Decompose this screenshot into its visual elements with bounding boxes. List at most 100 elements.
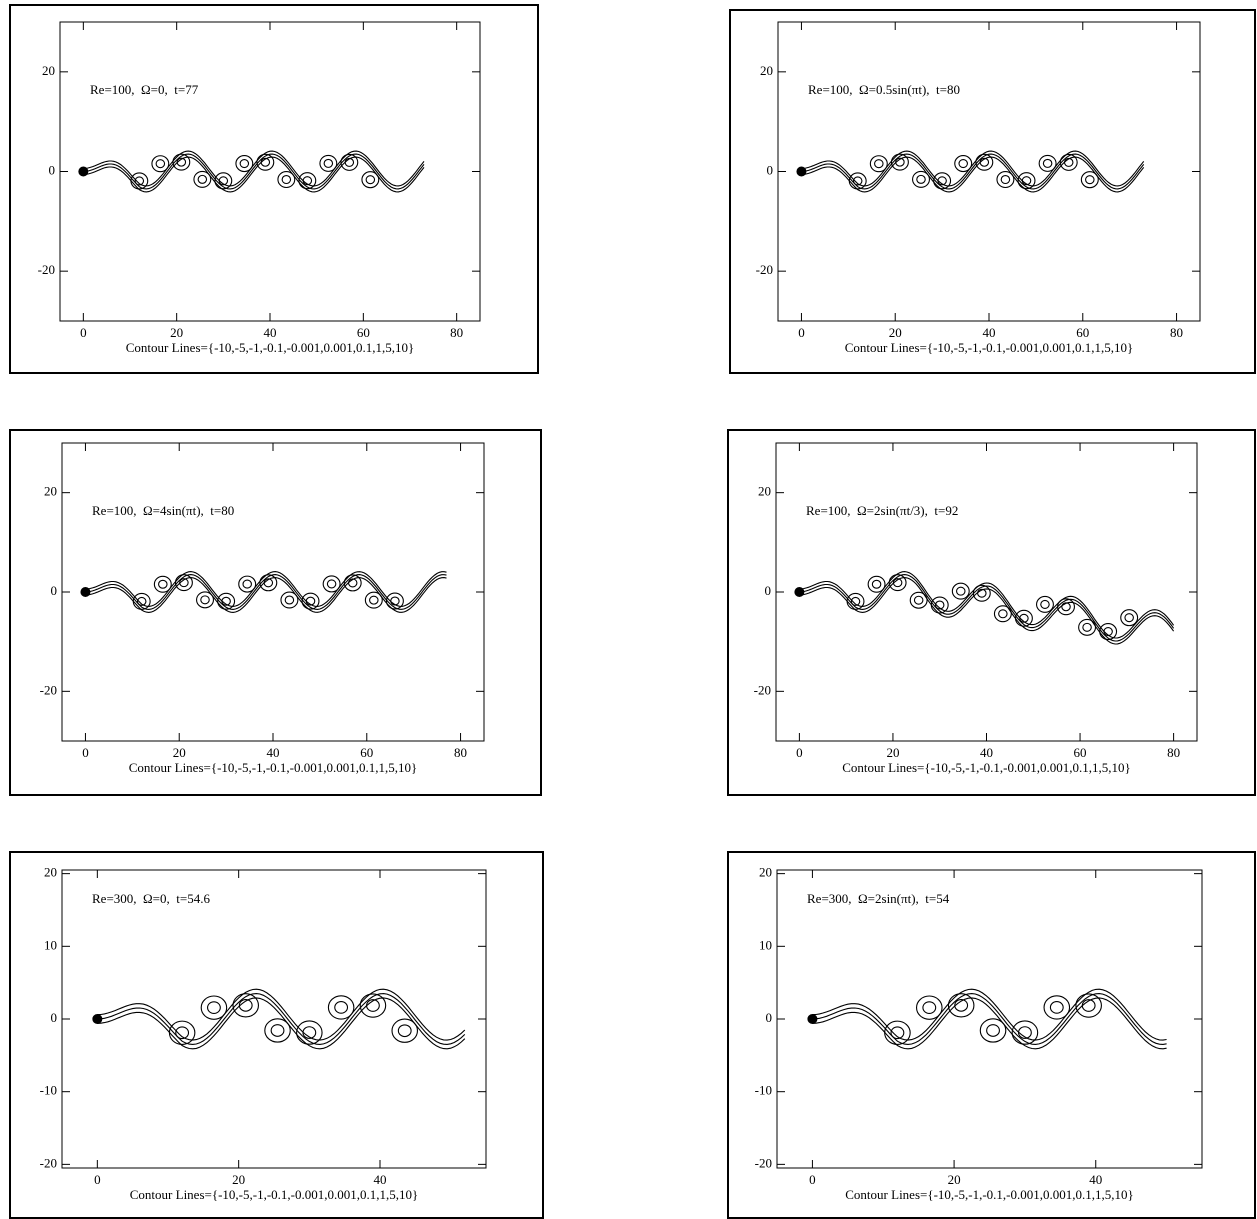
vortex xyxy=(1040,599,1050,609)
vortex xyxy=(846,592,865,610)
wake-line xyxy=(799,577,1175,645)
vortex xyxy=(913,595,924,605)
vortex xyxy=(874,159,884,169)
vortex xyxy=(221,596,231,606)
vortex xyxy=(1103,627,1113,637)
vortex xyxy=(1061,602,1071,612)
panel-frame xyxy=(9,429,542,796)
vortex xyxy=(947,993,975,1018)
annotation: Re=100, Ω=0.5sin(πt), t=80 xyxy=(808,82,960,97)
y-tick-label: -20 xyxy=(756,262,773,277)
vortex xyxy=(340,153,359,171)
vortex xyxy=(369,595,379,605)
y-tick-label: -10 xyxy=(755,1083,772,1098)
vortex xyxy=(390,596,400,606)
vortex xyxy=(850,596,861,606)
vortex xyxy=(239,159,250,169)
vortex xyxy=(996,170,1015,189)
vortex xyxy=(366,999,380,1012)
vortex xyxy=(301,592,320,610)
vortex xyxy=(993,605,1012,623)
panel: 0 20 40 -20 -10 0 10 20 Re=300, Ω=0, t=54.6 Conto… xyxy=(9,851,544,1219)
y-tick-label: 20 xyxy=(42,63,55,78)
vortex xyxy=(263,578,274,588)
plot-area xyxy=(59,21,481,322)
vortex xyxy=(1085,175,1095,185)
vortex xyxy=(933,172,952,190)
x-tick-label: 20 xyxy=(948,1172,961,1187)
vortex xyxy=(179,578,189,588)
vortex xyxy=(1017,1026,1032,1039)
vortex xyxy=(930,596,949,614)
y-tick-label: 20 xyxy=(760,63,773,78)
x-axis-label: Contour Lines={-10,-5,-1,-0.1,-0.001,0.0… xyxy=(130,1187,418,1202)
vortex xyxy=(264,1018,291,1043)
panel-frame xyxy=(9,4,539,374)
x-tick-label: 60 xyxy=(357,325,370,340)
vortex xyxy=(892,578,903,588)
vortex xyxy=(977,588,987,598)
vortex xyxy=(922,1001,937,1015)
vortex xyxy=(132,592,151,610)
x-tick-label: 20 xyxy=(170,325,183,340)
vortex xyxy=(168,1020,196,1045)
x-axis-label: Contour Lines={-10,-5,-1,-0.1,-0.001,0.0… xyxy=(845,1187,1133,1202)
vortex xyxy=(1124,613,1134,623)
y-tick-label: -10 xyxy=(40,1083,57,1098)
vortex xyxy=(1000,174,1011,185)
vortex xyxy=(979,1018,1007,1043)
vortex xyxy=(391,1018,419,1043)
vortex xyxy=(956,586,966,596)
y-tick-label: -20 xyxy=(38,262,55,277)
vortex xyxy=(296,1020,323,1045)
annotation: Re=100, Ω=0, t=77 xyxy=(90,82,199,97)
vortex xyxy=(200,595,210,605)
annotation: Re=300, Ω=2sin(πt), t=54 xyxy=(807,891,950,906)
vortex xyxy=(334,1001,349,1014)
vortex xyxy=(217,592,236,610)
wake-line xyxy=(83,150,425,187)
vortex xyxy=(200,995,228,1020)
vortex xyxy=(235,155,254,173)
x-axis-label: Contour Lines={-10,-5,-1,-0.1,-0.001,0.0… xyxy=(129,760,417,775)
x-tick-label: 0 xyxy=(796,745,803,760)
y-tick-label: 20 xyxy=(44,484,57,499)
vortex xyxy=(305,596,316,606)
vortex xyxy=(1036,595,1054,613)
vortex xyxy=(975,153,994,171)
y-tick-label: 0 xyxy=(765,583,772,598)
vortex xyxy=(343,574,362,592)
y-tick-label: 10 xyxy=(44,937,57,952)
vortex xyxy=(134,176,145,186)
y-tick-label: -20 xyxy=(40,1155,57,1170)
vortex xyxy=(322,575,341,593)
vortex xyxy=(986,1024,1000,1037)
panel-frame xyxy=(727,851,1256,1219)
y-tick-label: -20 xyxy=(754,682,771,697)
cylinder xyxy=(78,166,89,177)
vortex xyxy=(232,993,260,1018)
x-tick-label: 0 xyxy=(798,325,805,340)
vortex xyxy=(193,170,212,188)
wake-line xyxy=(83,156,425,193)
vortex xyxy=(155,159,166,169)
wake-line xyxy=(812,993,1167,1045)
vortex xyxy=(298,172,317,190)
plot-area xyxy=(61,442,485,742)
cylinder xyxy=(92,1014,103,1024)
vortex xyxy=(153,575,172,593)
cylinder xyxy=(794,587,805,597)
wake-line xyxy=(85,571,447,607)
vortex xyxy=(302,176,313,186)
vortex xyxy=(175,1026,190,1040)
wake-line xyxy=(85,577,447,613)
vortex xyxy=(867,575,886,593)
vortex xyxy=(176,157,187,167)
annotation: Re=100, Ω=4sin(πt), t=80 xyxy=(92,503,234,518)
vortex xyxy=(281,174,292,185)
x-tick-label: 80 xyxy=(450,325,463,340)
x-tick-label: 80 xyxy=(454,745,467,760)
y-tick-label: 0 xyxy=(51,583,58,598)
